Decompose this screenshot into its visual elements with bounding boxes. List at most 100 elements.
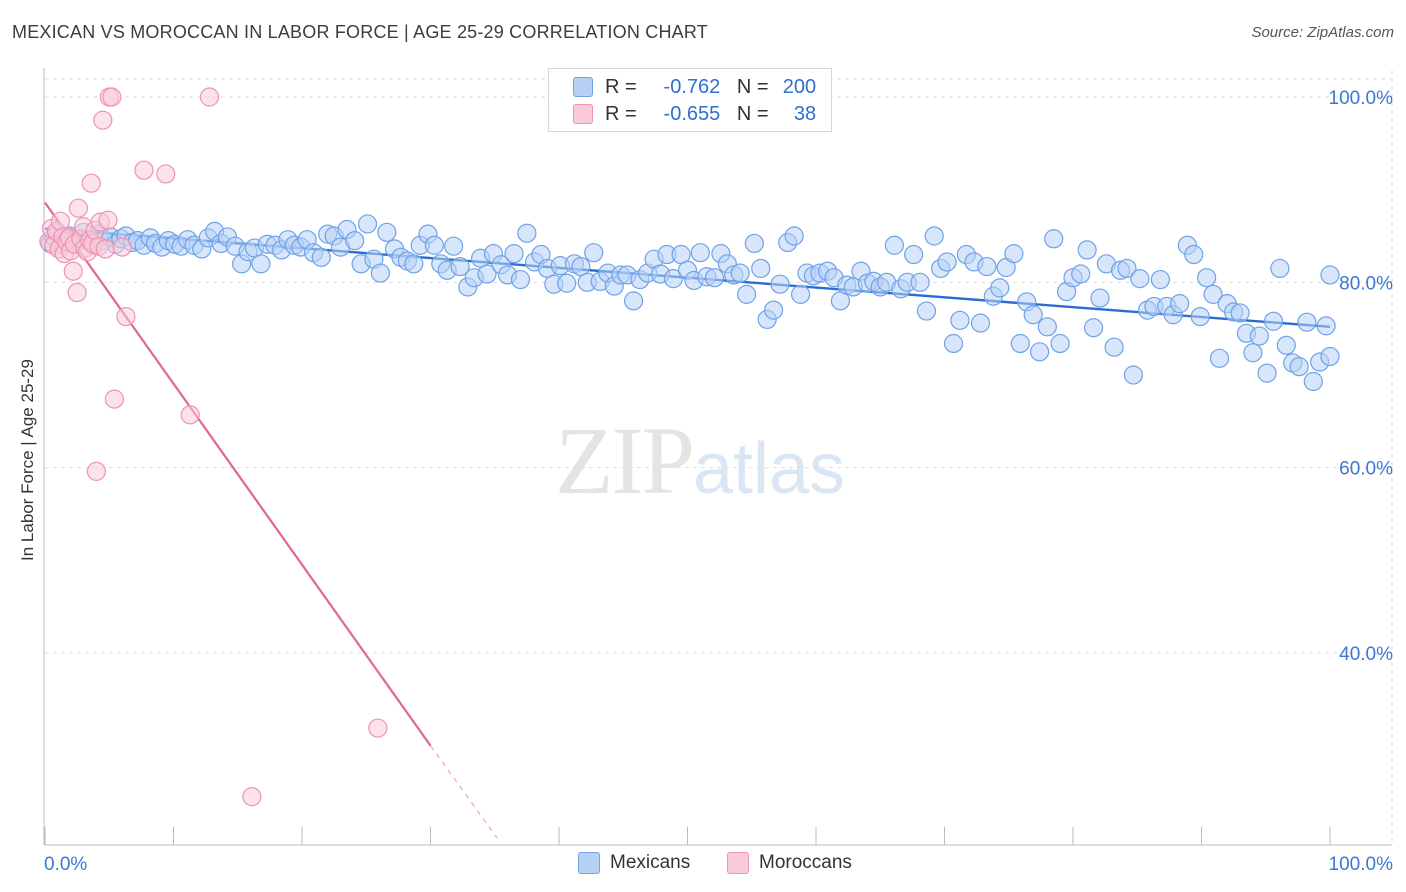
data-point-moroccans (67, 282, 87, 303)
data-point-moroccans (242, 787, 262, 807)
data-point-mexicans (1130, 269, 1150, 289)
legend-r-value: -0.762 (663, 75, 721, 98)
data-point-mexicans (1320, 346, 1340, 367)
data-point-mexicans (1289, 357, 1309, 377)
data-point-mexicans (1263, 311, 1284, 331)
x-tick-label: 0.0% (44, 854, 87, 875)
series-legend-moroccans[interactable]: Moroccans (727, 852, 852, 874)
data-point-mexicans (1050, 333, 1070, 354)
chart-source: Source: ZipAtlas.com (1251, 24, 1394, 41)
data-point-mexicans (1037, 317, 1057, 337)
data-point-mexicans (251, 254, 271, 274)
data-point-mexicans (1104, 337, 1124, 357)
y-tick-label: 60.0% (1339, 459, 1393, 480)
data-point-mexicans (517, 223, 537, 243)
data-point-moroccans (199, 87, 220, 107)
legend-row-moroccans: R = -0.655 N = 38 (573, 101, 816, 127)
data-point-mexicans (404, 254, 424, 274)
data-point-mexicans (504, 244, 524, 264)
data-point-mexicans (1123, 365, 1143, 385)
trend-lines (44, 202, 1331, 839)
data-point-mexicans (704, 268, 725, 288)
series-legend-mexicans[interactable]: Mexicans (578, 852, 690, 874)
data-point-mexicans (1209, 348, 1230, 368)
legend-swatch-mexicans (573, 77, 593, 97)
data-point-mexicans (784, 226, 804, 246)
data-point-mexicans (663, 269, 683, 289)
data-point-moroccans (93, 110, 113, 130)
data-point-mexicans (444, 236, 464, 256)
data-point-moroccans (102, 87, 122, 107)
data-point-mexicans (1117, 258, 1137, 279)
data-point-mexicans (1190, 307, 1210, 327)
data-point-mexicans (1044, 229, 1064, 249)
data-point-mexicans (1197, 268, 1217, 288)
data-point-mexicans (763, 300, 784, 320)
legend-n-label: N = (736, 102, 769, 125)
data-point-moroccans (95, 239, 115, 259)
data-point-mexicans (357, 214, 378, 234)
data-point-mexicans (904, 244, 924, 265)
legend-n-value: 38 (793, 102, 817, 125)
data-point-mexicans (737, 284, 757, 304)
data-point-mexicans (1010, 333, 1030, 354)
series-swatch-mexicans (578, 852, 600, 874)
data-point-mexicans (1170, 294, 1190, 314)
data-point-mexicans (1071, 264, 1091, 284)
tick-labels: 40.0% 60.0% 80.0% 100.0% 0.0% 100.0% (44, 88, 1393, 875)
data-point-mexicans (1230, 303, 1250, 323)
correlation-legend: R = -0.762 N = 200 R = -0.655 N = 38 (548, 68, 832, 132)
data-point-mexicans (1257, 363, 1277, 383)
x-tick-label: 100.0% (1329, 854, 1394, 875)
data-point-mexicans (730, 263, 750, 283)
series-legend-label: Mexicans (610, 852, 691, 873)
data-point-mexicans (1090, 288, 1110, 308)
data-point-moroccans (68, 198, 89, 218)
data-point-mexicans (751, 258, 771, 279)
data-point-mexicans (1083, 318, 1104, 338)
data-point-moroccans (134, 160, 154, 180)
data-point-mexicans (450, 256, 470, 277)
series-legend: Mexicans Moroccans (0, 852, 1406, 878)
data-point-mexicans (744, 233, 764, 254)
legend-n-label: N = (736, 75, 769, 98)
data-point-mexicans (977, 256, 997, 277)
legend-r-label: R = (605, 102, 637, 125)
data-point-moroccans (116, 307, 136, 327)
data-point-mexicans (690, 243, 710, 263)
data-point-mexicans (916, 301, 937, 321)
data-point-moroccans (81, 173, 101, 193)
watermark: ZIPatlas (555, 405, 845, 516)
data-point-moroccans (104, 389, 124, 409)
data-point-mexicans (1029, 342, 1050, 362)
data-point-mexicans (884, 235, 904, 255)
data-point-mexicans (990, 278, 1010, 298)
data-point-mexicans (623, 291, 644, 311)
data-point-mexicans (1297, 312, 1317, 332)
data-point-mexicans (970, 313, 991, 333)
axes (43, 68, 1392, 846)
data-point-mexicans (584, 243, 604, 263)
data-point-mexicans (510, 269, 531, 290)
legend-row-mexicans: R = -0.762 N = 200 (573, 74, 816, 100)
data-point-mexicans (557, 273, 577, 293)
legend-n-value: 200 (782, 75, 817, 98)
data-point-mexicans (370, 263, 390, 283)
data-point-moroccans (368, 718, 388, 738)
data-point-mexicans (377, 222, 397, 242)
legend-r-label: R = (605, 75, 637, 98)
data-point-moroccans (180, 405, 200, 425)
data-point-moroccans (50, 211, 71, 231)
legend-r-value: -0.655 (663, 102, 721, 125)
data-point-mexicans (1203, 284, 1223, 304)
data-point-mexicans (943, 333, 964, 354)
data-point-mexicans (1243, 343, 1263, 363)
legend-swatch-moroccans (573, 104, 593, 124)
trend-line-moroccans-extension (430, 745, 498, 839)
series-swatch-moroccans (727, 852, 749, 874)
y-tick-label: 80.0% (1339, 273, 1393, 294)
data-point-mexicans (1320, 265, 1340, 285)
data-point-mexicans (345, 231, 365, 251)
grid (45, 70, 1393, 845)
